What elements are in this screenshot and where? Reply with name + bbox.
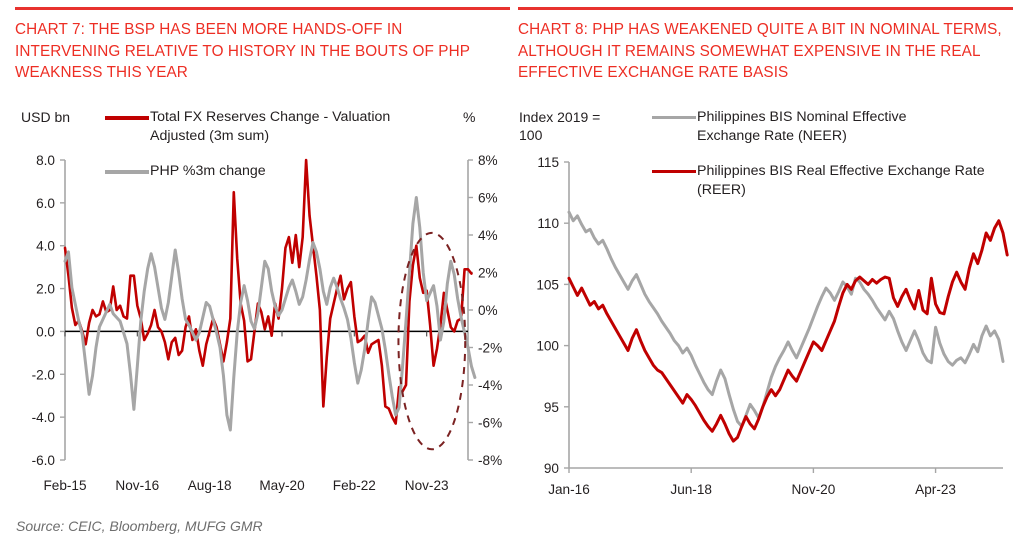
chart7-ytick-label: -4.0: [32, 410, 56, 425]
chart7-svg: 8.0 6.0 4.0 2.0 0.0 -2.0 -4.0 -6.0 8% 6% 4% 2% 0% -2%…: [32, 153, 503, 493]
chart8-ytick-label: 115: [537, 155, 559, 170]
chart7-ytick-label: 6.0: [36, 196, 55, 211]
chart7-panel: CHART 7: THE BSP HAS BEEN MORE HANDS-OFF…: [8, 0, 510, 556]
chart7-y2tick-label: -6%: [478, 416, 502, 431]
chart8-legend-label-neer: Philippines BIS Nominal Effective Exchan…: [697, 109, 907, 144]
chart7-y2tick-label: 8%: [478, 153, 498, 168]
chart7-ytick-label: 4.0: [36, 239, 55, 254]
chart8-svg: 115 110 105 100 95 90 Jan-16 Jun-18 Nov-20 Apr-23: [536, 155, 1009, 497]
chart7-y2tick-label: 0%: [478, 303, 498, 318]
chart7-title-rule: [15, 7, 510, 10]
chart7-title: CHART 7: THE BSP HAS BEEN MORE HANDS-OFF…: [15, 21, 470, 81]
chart7-legend-label-php-change: PHP %3m change: [150, 163, 266, 179]
chart7-ytick-label: -2.0: [32, 367, 56, 382]
chart7-series-line: [63, 196, 477, 432]
chart7-xtick-label: Feb-22: [333, 478, 376, 493]
legend-swatch-red-icon: [105, 116, 149, 120]
chart7-xtick-label: May-20: [259, 478, 305, 493]
chart8-xtick-label: Jan-16: [548, 482, 590, 497]
chart8-ytick-label: 100: [536, 339, 559, 354]
chart8-title: CHART 8: PHP HAS WEAKENED QUITE A BIT IN…: [518, 21, 1002, 81]
chart8-legend-label-reer: Philippines BIS Real Effective Exchange …: [697, 163, 985, 198]
chart7-y2tick-label: -8%: [478, 453, 502, 468]
chart7-y2tick-label: -4%: [478, 378, 502, 393]
chart7-xtick-label: Nov-23: [405, 478, 449, 493]
chart7-xtick-label: Aug-18: [188, 478, 232, 493]
chart7-y2tick-label: 2%: [478, 266, 498, 281]
chart7-y2tick-label: -2%: [478, 341, 502, 356]
chart8-xtick-label: Nov-20: [791, 482, 835, 497]
chart8-legend-item-reer[interactable]: Philippines BIS Real Effective Exchange …: [652, 162, 992, 200]
chart8-legend-item-neer[interactable]: Philippines BIS Nominal Effective Exchan…: [652, 108, 952, 146]
chart7-xtick-label: Feb-15: [43, 478, 86, 493]
chart7-series-line: [63, 158, 473, 425]
chart7-left-axis-unit: USD bn: [21, 109, 71, 125]
chart7-ytick-label: 8.0: [36, 153, 55, 168]
chart8-ytick-label: 110: [537, 216, 559, 231]
chart7-xtick-label: Nov-16: [115, 478, 159, 493]
chart8-left-axis-unit: Index 2019 = 100: [519, 109, 601, 143]
chart8-panel: CHART 8: PHP HAS WEAKENED QUITE A BIT IN…: [511, 0, 1013, 556]
chart8-xtick-label: Apr-23: [915, 482, 956, 497]
chart8-ytick-label: 90: [544, 461, 560, 476]
chart7-y2tick-label: 4%: [478, 228, 498, 243]
chart7-legend-label-fx-reserves: Total FX Reserves Change - Valuation Adj…: [150, 109, 391, 144]
chart7-source: Source: CEIC, Bloomberg, MUFG GMR: [16, 518, 263, 534]
chart8-plot: 115 110 105 100 95 90 Jan-16 Jun-18 Nov-20 Apr-23: [511, 150, 1013, 500]
chart8-ytick-label: 105: [536, 277, 559, 292]
chart7-legend-item-php-change[interactable]: PHP %3m change: [105, 162, 365, 181]
chart7-right-axis-unit: %: [463, 109, 476, 125]
chart7-ytick-label: 2.0: [36, 282, 55, 297]
chart8-xtick-label: Jun-18: [670, 482, 712, 497]
chart8-series-line: [567, 219, 1009, 443]
chart7-ytick-label: -6.0: [32, 453, 56, 468]
chart7-y2tick-label: 6%: [478, 191, 498, 206]
chart8-title-rule: [518, 7, 1013, 10]
chart8-ytick-label: 95: [544, 400, 559, 415]
chart7-legend-item-fx-reserves[interactable]: Total FX Reserves Change - Valuation Adj…: [105, 108, 405, 146]
legend-swatch-gray-icon: [652, 116, 696, 119]
chart7-ytick-label: 0.0: [36, 324, 55, 339]
legend-swatch-gray-icon: [105, 170, 149, 174]
legend-swatch-red-icon: [652, 170, 696, 173]
chart7-plot: 8.0 6.0 4.0 2.0 0.0 -2.0 -4.0 -6.0 8% 6% 4% 2% 0% -2%…: [8, 150, 510, 500]
chart8-series-line: [567, 210, 1005, 428]
